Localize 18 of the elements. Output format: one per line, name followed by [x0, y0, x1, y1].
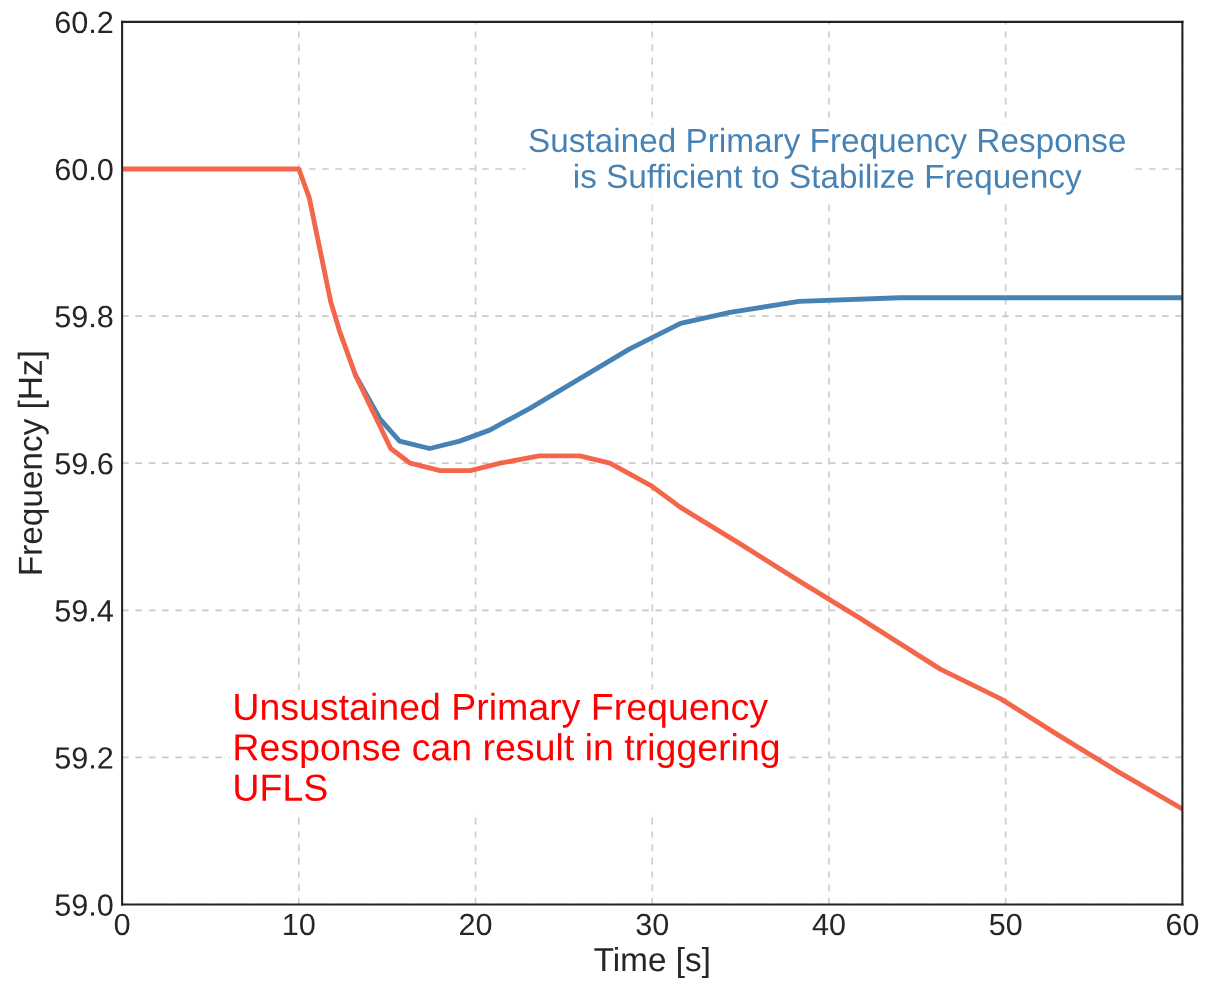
y-tick-label: 59.6: [55, 452, 113, 475]
x-tick-label: 50: [989, 913, 1022, 936]
y-tick-label: 60.0: [55, 158, 113, 181]
x-tick-label: 0: [114, 913, 130, 936]
x-axis-title: Time [s]: [594, 946, 709, 978]
x-tick-label: 60: [1166, 913, 1199, 936]
annotation: Unsustained Primary Frequency Response can result in triggering UFLS: [235, 692, 779, 802]
y-tick-label: 59.8: [55, 305, 113, 328]
y-tick-label: 59.4: [55, 600, 113, 622]
annotation: Sustained Primary Frequency Response is Sufficient to Stabilize Frequency: [529, 127, 1125, 195]
y-axis-title: Frequency [Hz]: [17, 352, 49, 574]
x-tick-label: 10: [284, 913, 315, 936]
y-tick-label: 59.0: [55, 894, 113, 916]
x-tick-label: 40: [812, 913, 845, 936]
x-tick-label: 20: [460, 913, 492, 936]
y-tick-label: 60.2: [55, 11, 113, 34]
x-tick-label: 30: [636, 913, 669, 936]
y-tick-label: 59.2: [55, 747, 113, 769]
